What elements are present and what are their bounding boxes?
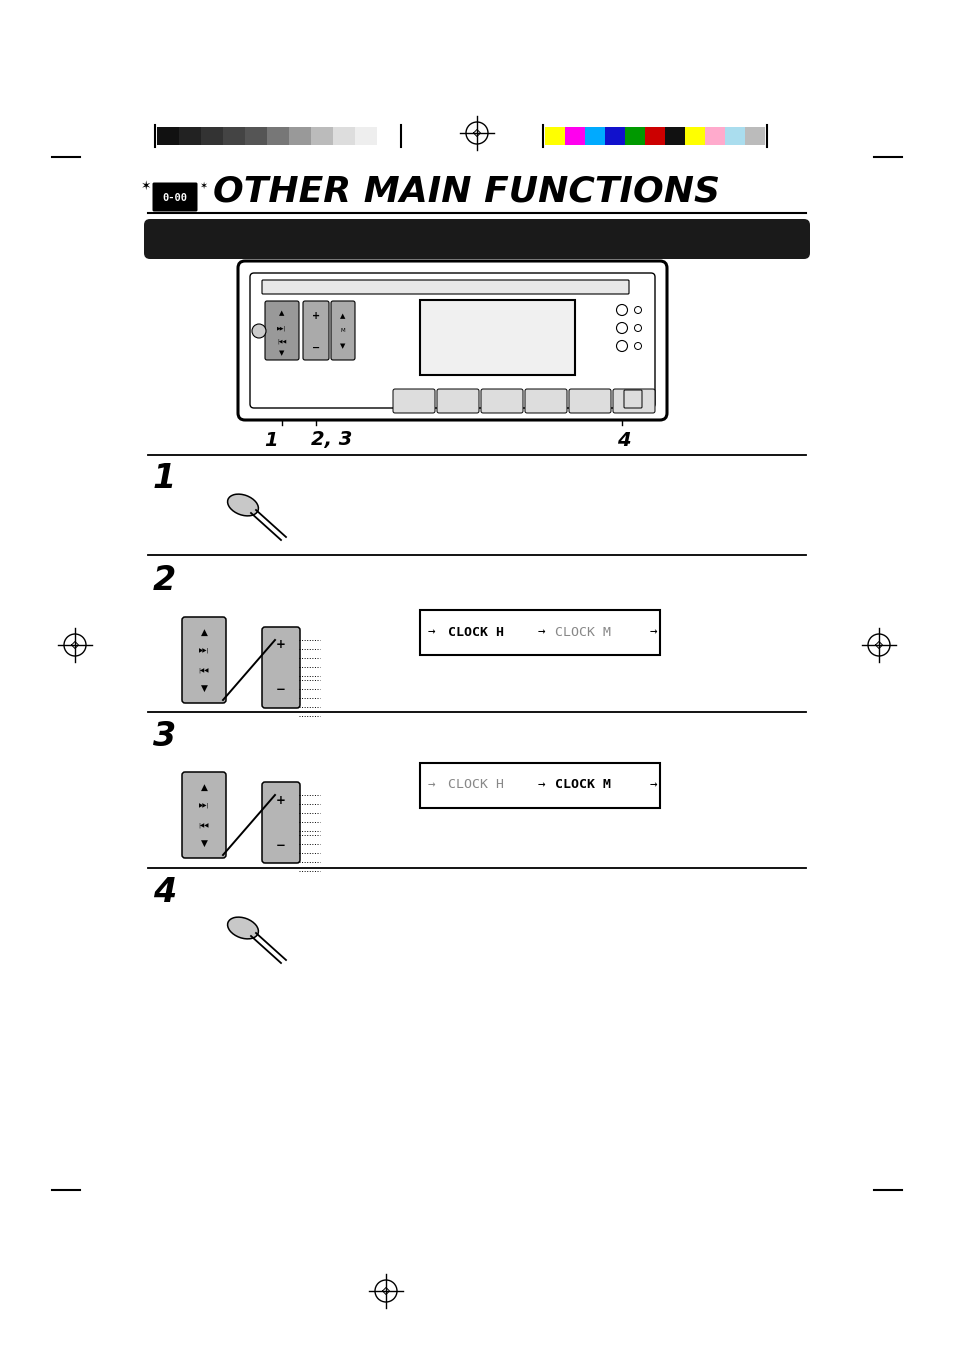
Text: ▲: ▲ (279, 309, 284, 316)
FancyBboxPatch shape (262, 280, 628, 295)
Text: 4: 4 (152, 875, 176, 908)
Text: |◀◀: |◀◀ (198, 823, 209, 828)
Text: ✶: ✶ (141, 180, 152, 192)
Text: 3: 3 (152, 720, 176, 754)
Bar (544, 127, 564, 145)
FancyBboxPatch shape (568, 389, 610, 413)
Text: |◀◀: |◀◀ (277, 338, 286, 343)
Text: ▶▶|: ▶▶| (198, 647, 209, 653)
FancyBboxPatch shape (623, 390, 641, 408)
Circle shape (616, 323, 627, 334)
Text: +: + (312, 311, 319, 322)
FancyBboxPatch shape (436, 389, 478, 413)
Text: CLOCK M: CLOCK M (555, 626, 610, 639)
Text: ▼: ▼ (279, 350, 284, 357)
Bar (333, 127, 355, 145)
Text: ▶▶|: ▶▶| (277, 326, 286, 331)
Circle shape (634, 307, 640, 313)
FancyBboxPatch shape (250, 273, 655, 408)
FancyBboxPatch shape (144, 219, 809, 259)
Bar (157, 127, 179, 145)
Bar (644, 127, 664, 145)
FancyBboxPatch shape (393, 389, 435, 413)
Text: ▶▶|: ▶▶| (198, 802, 209, 808)
Circle shape (616, 340, 627, 351)
FancyBboxPatch shape (480, 389, 522, 413)
Text: →: → (537, 778, 545, 792)
Bar (289, 127, 311, 145)
Bar (223, 127, 245, 145)
Bar (179, 127, 201, 145)
Bar (355, 127, 376, 145)
Text: ▲: ▲ (200, 782, 207, 792)
Ellipse shape (228, 917, 258, 939)
Bar (704, 127, 724, 145)
Bar (267, 127, 289, 145)
Text: ▲: ▲ (340, 313, 345, 319)
Bar (724, 127, 744, 145)
Text: −: − (312, 343, 319, 353)
Text: →: → (428, 626, 435, 639)
Bar (684, 127, 704, 145)
Text: −: − (275, 684, 286, 697)
Ellipse shape (228, 494, 258, 516)
Text: 2: 2 (152, 563, 176, 597)
FancyBboxPatch shape (182, 617, 226, 703)
FancyBboxPatch shape (182, 771, 226, 858)
Text: ▼: ▼ (200, 839, 207, 847)
FancyBboxPatch shape (262, 627, 299, 708)
FancyBboxPatch shape (613, 389, 655, 413)
FancyBboxPatch shape (331, 301, 355, 359)
Bar (624, 127, 644, 145)
Bar (245, 127, 267, 145)
Text: →: → (428, 778, 435, 792)
Text: ✶: ✶ (199, 181, 207, 190)
Bar (564, 127, 584, 145)
Text: M: M (340, 328, 345, 334)
FancyBboxPatch shape (262, 782, 299, 863)
Text: +: + (275, 639, 286, 651)
Text: OTHER MAIN FUNCTIONS: OTHER MAIN FUNCTIONS (213, 174, 720, 208)
Text: 4: 4 (617, 431, 630, 450)
FancyBboxPatch shape (237, 261, 666, 420)
Bar (376, 127, 398, 145)
FancyBboxPatch shape (524, 389, 566, 413)
Circle shape (616, 304, 627, 316)
Bar (419, 763, 659, 808)
Bar (419, 611, 659, 655)
Bar (744, 127, 764, 145)
Text: 2, 3: 2, 3 (311, 431, 352, 450)
Text: CLOCK H: CLOCK H (448, 778, 503, 792)
Circle shape (252, 324, 266, 338)
Text: 1: 1 (264, 431, 277, 450)
FancyBboxPatch shape (303, 301, 329, 359)
Text: +: + (275, 793, 286, 807)
Bar (419, 300, 575, 376)
Text: →: → (649, 626, 657, 639)
FancyBboxPatch shape (265, 301, 298, 359)
Text: ▼: ▼ (340, 343, 345, 349)
Text: CLOCK H: CLOCK H (448, 626, 503, 639)
Bar (584, 127, 604, 145)
Text: |◀◀: |◀◀ (198, 667, 209, 673)
Circle shape (634, 343, 640, 350)
Bar (664, 127, 684, 145)
Text: 0-00: 0-00 (162, 193, 188, 203)
Bar (311, 127, 333, 145)
FancyBboxPatch shape (152, 182, 197, 212)
Text: 1: 1 (152, 462, 176, 494)
Text: →: → (649, 778, 657, 792)
Text: ▼: ▼ (200, 684, 207, 693)
Text: ▲: ▲ (200, 627, 207, 636)
Text: CLOCK M: CLOCK M (555, 778, 610, 792)
Circle shape (634, 324, 640, 331)
Text: →: → (537, 626, 545, 639)
Bar (201, 127, 223, 145)
Bar (604, 127, 624, 145)
Text: −: − (275, 839, 286, 851)
